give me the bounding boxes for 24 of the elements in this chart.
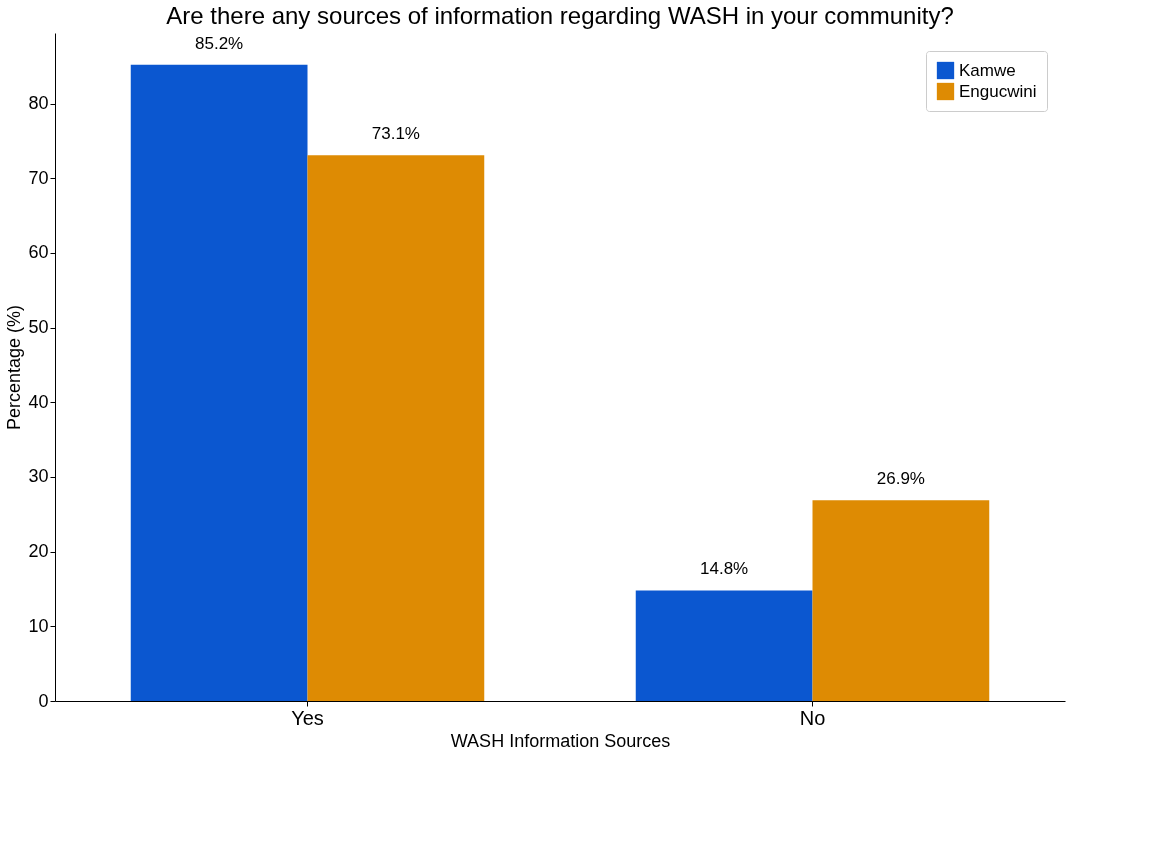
y-tick-label: 70 xyxy=(28,167,49,188)
x-axis-title: WASH Information Sources xyxy=(450,730,671,751)
y-tick-label: 20 xyxy=(28,541,49,562)
y-tick-label: 30 xyxy=(28,466,49,487)
data-label: 85.2% xyxy=(195,33,244,53)
legend-label: Engucwini xyxy=(959,81,1037,101)
bar xyxy=(307,155,485,701)
y-tick-label: 50 xyxy=(28,317,49,338)
x-tick-label: No xyxy=(799,706,826,729)
data-label: 26.9% xyxy=(876,469,925,489)
y-tick-label: 40 xyxy=(28,391,49,412)
y-tick-label: 10 xyxy=(28,615,49,636)
bar xyxy=(635,590,813,701)
chart-title: Are there any sources of information regarding WASH in your community? xyxy=(166,2,954,29)
data-label: 14.8% xyxy=(700,559,749,579)
x-tick-label: Yes xyxy=(291,706,324,729)
bar xyxy=(130,64,308,701)
y-tick-label: 80 xyxy=(28,93,49,114)
bar xyxy=(812,500,990,701)
legend-label: Kamwe xyxy=(959,60,1016,80)
y-tick-label: 0 xyxy=(38,690,49,711)
y-axis-title: Percentage (%) xyxy=(4,304,25,431)
data-label: 73.1% xyxy=(371,124,420,144)
y-tick-label: 60 xyxy=(28,242,49,263)
